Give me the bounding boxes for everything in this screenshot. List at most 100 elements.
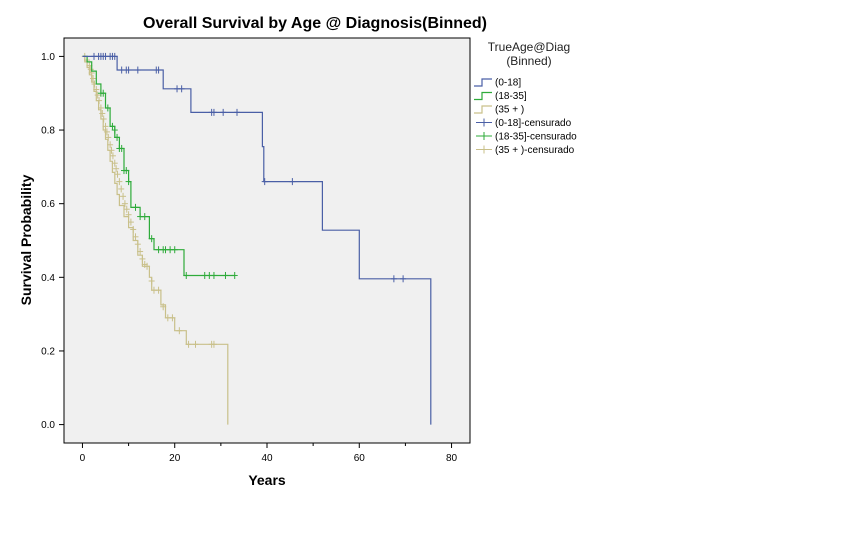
censor-mark: [118, 144, 125, 152]
legend-swatch: [474, 105, 492, 114]
censor-mark: [96, 97, 103, 105]
legend-item: (0-18]: [474, 78, 521, 89]
censor-mark: [103, 128, 110, 136]
censor-mark: [148, 235, 155, 243]
y-tick-label: 0.4: [41, 273, 55, 284]
censor-mark: [93, 86, 100, 94]
censor-mark: [127, 218, 134, 226]
censor-mark: [289, 178, 296, 186]
plot-area: [63, 37, 471, 444]
survival-curve: [82, 55, 235, 277]
censor-mark: [141, 213, 148, 221]
series-layer: [81, 52, 432, 425]
censor-mark: [113, 165, 120, 173]
censor-mark: [400, 275, 407, 283]
x-tick-label: 60: [354, 453, 366, 464]
censor-mark: [178, 85, 185, 93]
censor-mark: [176, 327, 183, 335]
censor-mark: [210, 340, 217, 348]
y-tick-label: 0.0: [41, 420, 55, 431]
y-tick-label: 1.0: [41, 52, 55, 63]
censor-mark: [134, 240, 141, 248]
censor-mark: [121, 200, 128, 208]
censor-mark: [185, 340, 192, 348]
y-axis-title: Survival Probability: [18, 174, 34, 305]
censor-mark: [261, 178, 268, 186]
x-tick-label: 0: [80, 453, 86, 464]
censor-mark: [104, 104, 111, 112]
censor-mark: [109, 152, 116, 160]
censor-mark: [87, 65, 94, 73]
censor-mark: [231, 271, 238, 279]
censor-mark: [107, 141, 114, 149]
censor-mark: [390, 275, 397, 283]
censor-mark: [114, 170, 121, 178]
legend-title-line2: (Binned): [506, 54, 551, 68]
censor-mark: [192, 340, 199, 348]
censor-mark: [132, 233, 139, 241]
legend-label: (35 + )-censurado: [495, 145, 575, 156]
censor-mark: [116, 178, 123, 186]
censor-mark: [125, 211, 132, 219]
legend-label: (18-35]: [495, 91, 527, 102]
x-tick-label: 80: [446, 453, 458, 464]
censor-mark: [111, 159, 118, 167]
censor-mark: [144, 262, 151, 270]
censor-mark: [109, 122, 116, 130]
censor-mark: [125, 66, 132, 74]
legend-item: (35 + )-censurado: [476, 145, 575, 156]
legend-label: (35 + ): [495, 105, 524, 116]
censor-mark: [100, 115, 107, 123]
censor-mark: [171, 246, 178, 254]
x-tick-label: 40: [261, 453, 273, 464]
legend-label: (0-18]-censurado: [495, 118, 572, 129]
censor-mark: [114, 133, 121, 141]
censor-mark: [102, 122, 109, 130]
censor-mark: [99, 109, 106, 117]
censor-mark: [120, 192, 127, 200]
y-tick-label: 0.2: [41, 346, 55, 357]
censor-mark: [134, 66, 141, 74]
legend-item: (18-35]-censurado: [476, 132, 577, 143]
legend-label: (18-35]-censurado: [495, 132, 577, 143]
censor-mark: [210, 108, 217, 116]
censor-mark: [222, 271, 229, 279]
y-tick-label: 0.8: [41, 126, 55, 137]
censor-mark: [137, 248, 144, 256]
censor-mark: [90, 75, 97, 82]
censor-mark: [105, 133, 112, 141]
series-0: [82, 52, 432, 425]
censor-mark: [210, 271, 217, 279]
legend-item: (18-35]: [474, 91, 527, 102]
censor-mark: [111, 52, 118, 60]
censor-mark: [130, 225, 137, 233]
legend-label: (0-18]: [495, 78, 521, 89]
y-tick-label: 0.6: [41, 199, 55, 210]
series-1: [82, 55, 238, 279]
y-axis: 0.0 0.2 0.4 0.6 0.8 1.0: [41, 52, 64, 431]
legend-swatch: [474, 91, 492, 101]
censor-mark: [220, 108, 227, 116]
x-axis: 0 20 40 60 80: [80, 443, 458, 464]
legend-swatch: [474, 78, 492, 87]
censor-mark: [234, 108, 241, 116]
censor-mark: [123, 167, 130, 175]
censor-mark: [132, 203, 139, 211]
survival-curve: [82, 55, 432, 425]
censor-mark: [97, 104, 104, 112]
censor-mark: [118, 185, 125, 193]
censor-mark: [125, 178, 132, 186]
censor-mark: [155, 66, 162, 74]
series-2: [81, 52, 229, 425]
x-axis-title: Years: [248, 472, 286, 488]
legend-item: (0-18]-censurado: [476, 118, 572, 129]
censor-mark: [160, 303, 167, 311]
x-tick-label: 20: [169, 453, 181, 464]
censor-mark: [169, 314, 176, 322]
censor-mark: [111, 126, 118, 134]
censor-mark: [94, 91, 101, 99]
censor-mark: [123, 205, 130, 213]
censor-mark: [100, 89, 107, 97]
chart-title: Overall Survival by Age @ Diagnosis(Binn…: [143, 15, 487, 32]
